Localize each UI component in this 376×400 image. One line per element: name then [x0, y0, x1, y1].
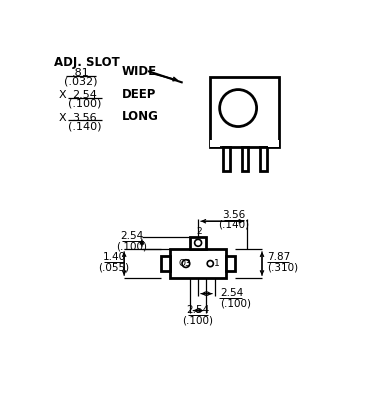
Text: X: X	[59, 113, 66, 123]
Circle shape	[182, 260, 190, 268]
Text: (.055): (.055)	[99, 262, 130, 272]
Text: .81: .81	[71, 68, 89, 78]
Text: X: X	[59, 90, 66, 100]
Bar	[210, 77, 279, 146]
Text: 7.87: 7.87	[267, 252, 291, 262]
Bar	[161, 256, 170, 271]
Bar	[190, 237, 206, 249]
Bar	[223, 146, 230, 171]
Text: (.140): (.140)	[218, 220, 249, 230]
Text: WIDE: WIDE	[122, 65, 157, 78]
Text: (.310): (.310)	[267, 262, 299, 272]
Text: (.100): (.100)	[116, 241, 147, 251]
Text: 1.40: 1.40	[103, 252, 126, 262]
Text: 2.54: 2.54	[73, 90, 97, 100]
Text: 2.54: 2.54	[220, 288, 244, 298]
Text: LONG: LONG	[122, 110, 159, 123]
Text: 2: 2	[196, 227, 202, 236]
Circle shape	[195, 239, 202, 246]
Text: (.100): (.100)	[68, 99, 102, 109]
Bar	[268, 140, 279, 146]
Text: (.100): (.100)	[220, 298, 252, 308]
Text: DEEP: DEEP	[122, 88, 156, 101]
Text: (.100): (.100)	[183, 315, 214, 325]
Text: 1: 1	[214, 259, 219, 268]
Circle shape	[220, 90, 256, 126]
Text: 2.54: 2.54	[186, 305, 210, 315]
Text: (.032): (.032)	[64, 76, 97, 86]
Bar	[170, 249, 226, 278]
Bar	[226, 256, 235, 271]
Text: O3: O3	[179, 259, 191, 268]
Text: 3.56: 3.56	[222, 210, 246, 220]
Text: 3.56: 3.56	[73, 113, 97, 123]
Bar	[242, 146, 248, 171]
Bar	[261, 146, 267, 171]
Text: 2.54: 2.54	[120, 231, 144, 241]
Circle shape	[207, 260, 213, 267]
Text: (.140): (.140)	[68, 121, 102, 131]
Bar	[210, 140, 220, 146]
Text: ADJ. SLOT: ADJ. SLOT	[54, 56, 120, 69]
